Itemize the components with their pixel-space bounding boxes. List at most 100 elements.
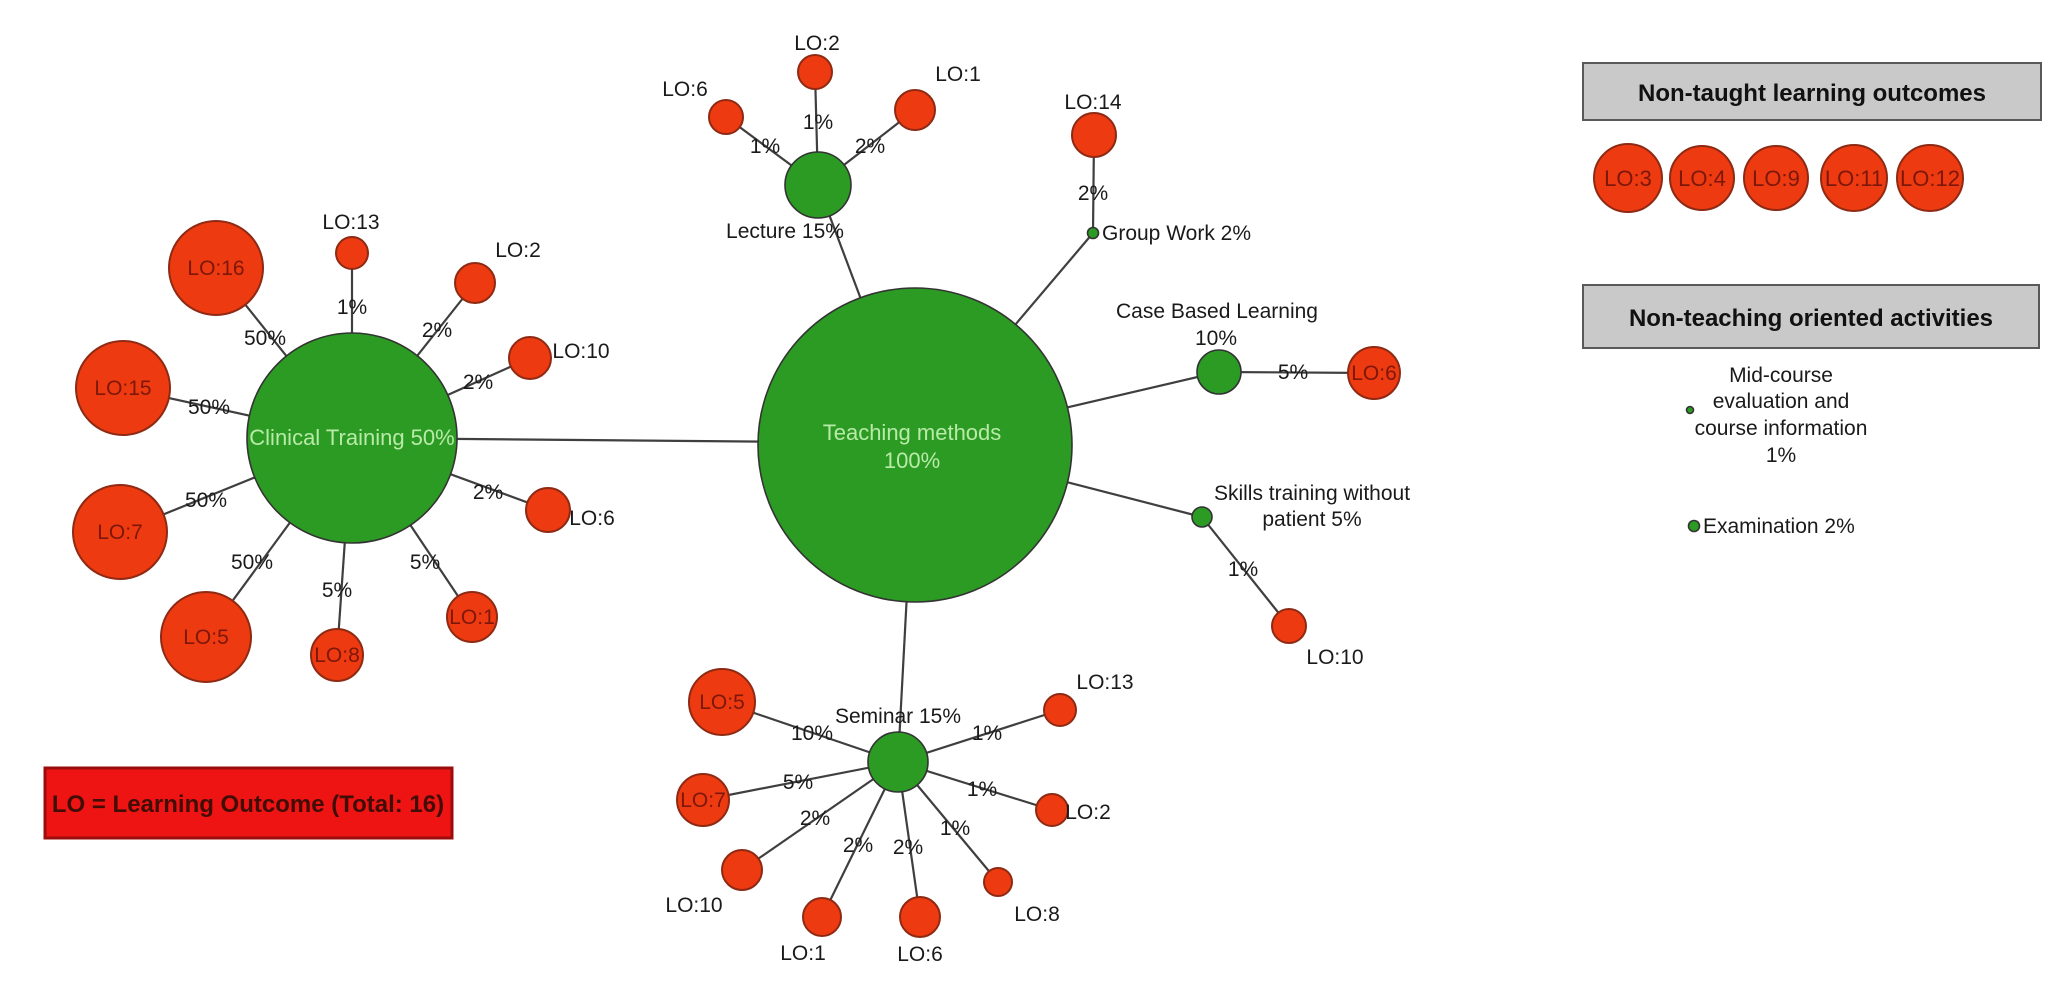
clinical-lo2-pct: 2% <box>422 319 452 342</box>
seminar-lo5-pct: 10% <box>791 722 833 745</box>
node-seminar-lo7 <box>676 773 730 827</box>
node-groupwork-lo14 <box>1071 112 1117 158</box>
midcourse-line1: Mid-course <box>1729 364 1833 387</box>
node-clinical-lo1 <box>446 591 498 643</box>
node-clinical-training <box>246 332 458 544</box>
clinical-lo1-label: LO:1 <box>449 606 495 629</box>
midcourse-line3: course information <box>1695 417 1868 440</box>
node-case-based-learning <box>1196 349 1242 395</box>
node-clinical-lo7 <box>72 484 168 580</box>
node-clinical-lo10 <box>508 336 552 380</box>
node-clinical-lo8 <box>310 628 364 682</box>
seminar-lo5-label: LO:5 <box>699 691 745 714</box>
clinical-lo10-pct: 2% <box>463 371 493 394</box>
edge-seminar-lo10 <box>741 761 899 871</box>
casebased-lo6-label: LO:6 <box>1351 362 1397 385</box>
key-box: LO = Learning Outcome (Total: 16) <box>43 766 454 840</box>
node-nontaught-lo9 <box>1743 145 1809 211</box>
seminar-lo6-label: LO:6 <box>897 943 943 966</box>
seminar-lo13-pct: 1% <box>972 722 1002 745</box>
lecture-label: Lecture 15% <box>726 220 844 243</box>
groupwork-label: Group Work 2% <box>1102 222 1251 245</box>
node-casebased-lo6 <box>1347 346 1401 400</box>
node-nontaught-lo4 <box>1669 145 1735 211</box>
node-nontaught-lo3 <box>1593 143 1663 213</box>
lecture-lo6-label: LO:6 <box>662 78 708 101</box>
node-lecture-lo6 <box>708 99 744 135</box>
seminar-lo2-label: LO:2 <box>1065 801 1111 824</box>
casebased-pct: 10% <box>1195 327 1237 350</box>
legend-non-teaching: Non-teaching oriented activities Mid-cou… <box>1582 284 2040 538</box>
clinical-lo15-pct: 50% <box>188 396 230 419</box>
node-clinical-lo6 <box>525 487 571 533</box>
node-seminar-lo1 <box>802 897 842 937</box>
examination-label: Examination 2% <box>1703 515 1855 538</box>
legend-non-taught: Non-taught learning outcomes LO:3 LO:4 L… <box>1582 62 2042 213</box>
key-box-rect <box>43 766 454 840</box>
nontaught-lo3-label: LO:3 <box>1604 166 1652 191</box>
node-clinical-lo16 <box>168 220 264 316</box>
seminar-lo1-pct: 2% <box>843 834 873 857</box>
lecture-lo1-label: LO:1 <box>935 63 981 86</box>
non-teaching-title: Non-teaching oriented activities <box>1629 305 1993 332</box>
node-nontaught-lo11 <box>1820 144 1888 212</box>
node-seminar-lo8 <box>983 867 1013 897</box>
activity-nodes <box>246 151 1242 793</box>
clinical-lo13-pct: 1% <box>337 296 367 319</box>
skills-lo10-label: LO:10 <box>1306 646 1363 669</box>
node-clinical-lo5 <box>160 591 252 683</box>
clinical-lo15-label: LO:15 <box>94 377 151 400</box>
node-clinical-lo13 <box>335 236 369 270</box>
seminar-lo10-pct: 2% <box>800 807 830 830</box>
nontaught-lo4-label: LO:4 <box>1678 166 1726 191</box>
non-taught-title-box <box>1582 62 2042 121</box>
skills-title-line1: Skills training without <box>1214 482 1410 505</box>
seminar-lo8-label: LO:8 <box>1014 903 1060 926</box>
clinical-lo5-pct: 50% <box>231 551 273 574</box>
groupwork-lo14-pct: 2% <box>1078 182 1108 205</box>
node-seminar-lo10 <box>721 849 763 891</box>
skills-lo10-pct: 1% <box>1228 558 1258 581</box>
lecture-lo2-pct: 1% <box>803 111 833 134</box>
clinical-lo16-label: LO:16 <box>187 257 244 280</box>
midcourse-line2: evaluation and <box>1713 390 1850 413</box>
seminar-lo7-label: LO:7 <box>680 789 726 812</box>
seminar-lo2-pct: 1% <box>967 778 997 801</box>
seminar-lo1-label: LO:1 <box>780 942 826 965</box>
clinical-lo13-label: LO:13 <box>322 211 379 234</box>
clinical-lo1-pct: 5% <box>410 551 440 574</box>
node-seminar <box>867 731 929 793</box>
root-label-line1: Teaching methods <box>823 420 1002 445</box>
clinical-lo8-pct: 5% <box>322 579 352 602</box>
node-midcourse-dot <box>1685 405 1695 415</box>
outcome-nodes <box>72 54 1401 938</box>
clinical-lo6-label: LO:6 <box>569 507 615 530</box>
node-teaching-methods <box>757 287 1073 603</box>
seminar-lo13-label: LO:13 <box>1076 671 1133 694</box>
seminar-lo7-pct: 5% <box>783 771 813 794</box>
clinical-lo10-label: LO:10 <box>552 340 609 363</box>
casebased-lo6-pct: 5% <box>1278 361 1308 384</box>
seminar-lo10-label: LO:10 <box>665 894 722 917</box>
nontaught-lo12-label: LO:12 <box>1900 166 1960 191</box>
clinical-lo5-label: LO:5 <box>183 626 229 649</box>
midcourse-line4: 1% <box>1766 444 1796 467</box>
key-box-label: LO = Learning Outcome (Total: 16) <box>52 791 444 818</box>
node-nontaught-lo12 <box>1896 144 1964 212</box>
root-label-line2: 100% <box>884 448 940 473</box>
clinical-lo8-label: LO:8 <box>314 644 360 667</box>
nontaught-lo11-label: LO:11 <box>1825 166 1883 191</box>
clinical-label: Clinical Training 50% <box>249 425 454 450</box>
node-lecture-lo2 <box>797 54 833 90</box>
node-seminar-lo13 <box>1043 693 1077 727</box>
node-seminar-lo2 <box>1035 793 1069 827</box>
lecture-lo6-pct: 1% <box>750 135 780 158</box>
edge-skills-lo10 <box>1201 516 1290 627</box>
node-clinical-lo2 <box>454 262 496 304</box>
node-skills-lo10 <box>1271 608 1307 644</box>
node-seminar-lo5 <box>688 668 756 736</box>
clinical-lo7-pct: 50% <box>185 489 227 512</box>
seminar-lo6-pct: 2% <box>893 836 923 859</box>
clinical-lo2-label: LO:2 <box>495 239 541 262</box>
non-taught-title: Non-taught learning outcomes <box>1638 80 1986 107</box>
